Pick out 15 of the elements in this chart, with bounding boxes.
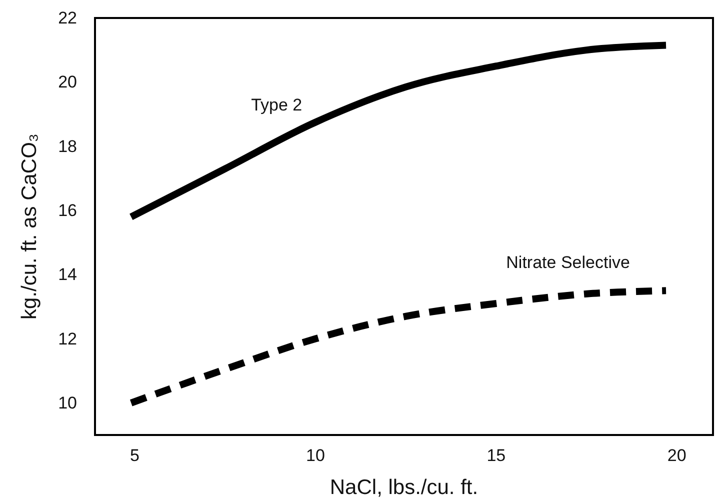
series-label: Nitrate Selective [506, 252, 630, 272]
x-tick-label: 10 [306, 446, 325, 465]
y-tick-label: 22 [58, 8, 77, 28]
y-tick-label: 18 [58, 136, 77, 156]
y-tick-label: 20 [58, 72, 77, 92]
x-axis-title: NaCl, lbs./cu. ft. [330, 476, 478, 499]
x-tick-label: 5 [130, 446, 140, 465]
y-axis-title: kg./cu. ft. as CaCO₃ [18, 134, 41, 320]
x-tick-label: 15 [486, 446, 506, 465]
y-tick-label: 14 [58, 265, 77, 284]
x-tick-label: 20 [667, 446, 686, 465]
series-label: Type 2 [251, 95, 302, 114]
y-tick-label: 16 [58, 200, 77, 220]
y-tick-label: 12 [58, 329, 77, 348]
y-tick-label: 10 [58, 393, 77, 412]
